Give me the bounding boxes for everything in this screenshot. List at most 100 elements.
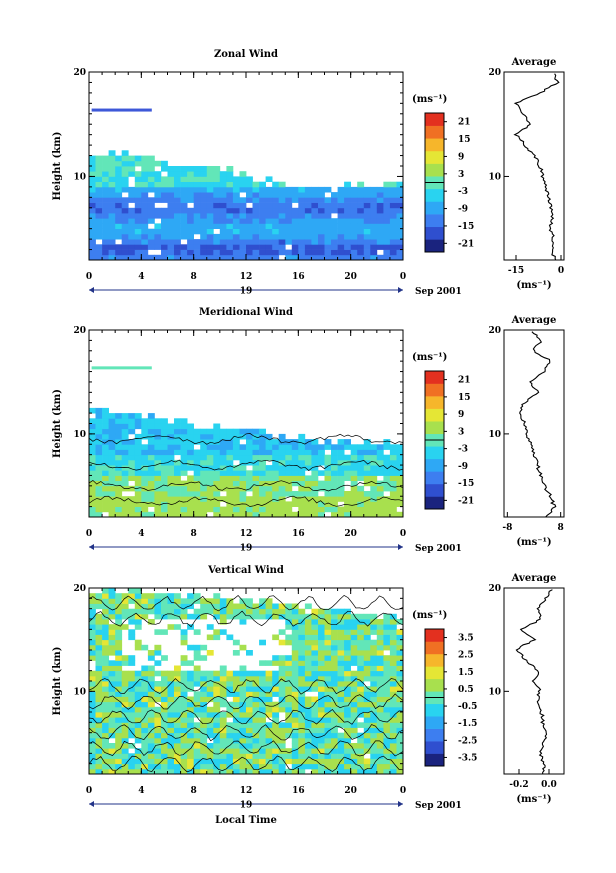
- heatmap-cell: [95, 660, 103, 666]
- heatmap-cell: [363, 207, 371, 214]
- heatmap-cell: [108, 413, 116, 419]
- heatmap-cell: [370, 743, 378, 749]
- heatmap-cell: [278, 727, 286, 734]
- heatmap-cell: [376, 244, 384, 250]
- heatmap-cell: [147, 681, 155, 687]
- heatmap-cell: [252, 701, 260, 708]
- heatmap-cell: [376, 465, 384, 471]
- heatmap-cell: [272, 444, 280, 450]
- heatmap-cell: [239, 428, 247, 435]
- heatmap-cell: [206, 454, 214, 461]
- colorbar-swatch: [425, 728, 444, 742]
- heatmap-cell: [331, 655, 338, 661]
- heatmap-cell: [180, 598, 188, 604]
- heatmap-cell: [226, 748, 234, 754]
- heatmap-cell: [259, 485, 266, 492]
- heatmap-cell: [174, 470, 181, 476]
- heatmap-cell: [370, 459, 378, 466]
- heatmap-cell: [108, 418, 116, 424]
- heatmap-cell: [200, 475, 208, 481]
- heatmap-cell: [304, 506, 312, 513]
- heatmap-cell: [298, 506, 306, 513]
- heatmap-cell: [318, 496, 325, 502]
- heatmap-cell: [298, 254, 306, 261]
- heatmap-cell: [272, 459, 280, 466]
- heatmap-cell: [389, 613, 397, 620]
- heatmap-cell: [147, 608, 155, 615]
- heatmap-cell: [285, 218, 293, 224]
- heatmap-cell: [272, 748, 280, 754]
- heatmap-cell: [89, 603, 96, 610]
- heatmap-cell: [350, 660, 358, 666]
- heatmap-cell: [134, 228, 142, 235]
- heatmap-cell: [134, 639, 142, 646]
- heatmap-cell: [376, 758, 384, 765]
- heatmap-cell: [272, 701, 280, 708]
- heatmap-cell: [108, 423, 116, 430]
- heatmap-cell: [396, 660, 404, 666]
- colorbar-swatch: [425, 641, 444, 655]
- heatmap-cell: [389, 624, 397, 630]
- heatmap-cell: [344, 239, 351, 245]
- heatmap-cell: [363, 665, 371, 672]
- heatmap-cell: [219, 712, 227, 718]
- heatmap-cell: [134, 732, 142, 739]
- heatmap-cell: [167, 444, 175, 450]
- heatmap-cell: [219, 511, 227, 518]
- heatmap-cell: [121, 449, 129, 456]
- heatmap-cell: [213, 753, 221, 759]
- heatmap-cell: [102, 748, 109, 754]
- heatmap-cell: [232, 228, 240, 235]
- colorbar-tick-label: -1.5: [458, 719, 477, 729]
- heatmap-cell: [272, 753, 280, 759]
- date-label: Sep 2001: [415, 544, 462, 554]
- heatmap-cell: [128, 459, 136, 466]
- heatmap-cell: [115, 223, 123, 229]
- heatmap-cell: [180, 717, 188, 723]
- heatmap-cell: [180, 686, 188, 692]
- heatmap-cell: [252, 706, 260, 713]
- heatmap-cell: [187, 753, 194, 759]
- heatmap-cell: [285, 254, 293, 261]
- heatmap-cell: [298, 511, 306, 518]
- heatmap-cell: [180, 496, 188, 502]
- heatmap-cell: [376, 192, 384, 198]
- heatmap-cell: [298, 644, 306, 651]
- heatmap-cell: [89, 423, 96, 430]
- heatmap-cell: [324, 681, 332, 687]
- heatmap-cell: [141, 197, 149, 203]
- heatmap-cell: [89, 160, 96, 167]
- heatmap-cell: [134, 186, 142, 193]
- heatmap-cell: [298, 696, 306, 703]
- heatmap-cell: [102, 706, 109, 713]
- heatmap-cell: [324, 186, 332, 193]
- heatmap-cell: [278, 470, 286, 476]
- heatmap-cell: [331, 496, 338, 502]
- heatmap-cell: [121, 496, 129, 502]
- heatmap-cell: [154, 239, 162, 245]
- heatmap-cell: [200, 675, 208, 682]
- heatmap-cell: [154, 423, 162, 430]
- heatmap-cell: [344, 644, 351, 651]
- heatmap-cell: [344, 459, 351, 466]
- heatmap-cell: [89, 629, 96, 635]
- heatmap-cell: [383, 717, 391, 723]
- heatmap-cell: [311, 706, 319, 713]
- heatmap-cell: [370, 239, 378, 245]
- heatmap-cell: [344, 665, 351, 672]
- heatmap-cell: [206, 239, 214, 245]
- heatmap-cell: [311, 465, 319, 471]
- heatmap-cell: [108, 686, 116, 692]
- heatmap-cell: [147, 712, 155, 718]
- heatmap-cell: [232, 706, 240, 713]
- heatmap: [89, 108, 404, 261]
- heatmap-cell: [187, 171, 194, 177]
- x-tick-label: 20: [344, 529, 357, 539]
- heatmap-cell: [350, 511, 358, 518]
- heatmap-cell: [331, 501, 338, 507]
- heatmap-cell: [134, 475, 142, 481]
- heatmap-cell: [324, 743, 332, 749]
- heatmap-cell: [95, 727, 103, 734]
- heatmap-cell: [121, 186, 129, 193]
- heatmap-cell: [357, 202, 365, 209]
